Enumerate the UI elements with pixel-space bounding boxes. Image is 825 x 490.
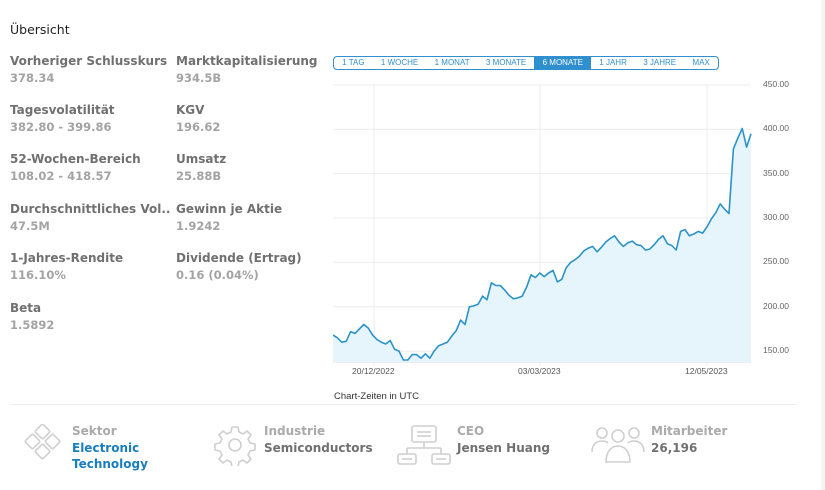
- range-tab-3-months[interactable]: 3 MONATE: [485, 58, 527, 67]
- stat-52-week-range: 52-Wochen-Bereich 108.02 - 418.57: [10, 152, 170, 183]
- range-tab-1-year[interactable]: 1 JAHR: [599, 58, 627, 67]
- range-tab-1-month[interactable]: 1 MONAT: [434, 58, 470, 67]
- section-divider: [10, 404, 797, 405]
- info-label: CEO: [457, 424, 485, 438]
- info-employees: Mitarbeiter 26,196: [591, 424, 727, 466]
- stat-value: 1.9242: [176, 219, 221, 233]
- stat-label: Umsatz: [176, 152, 227, 166]
- stat-label: Durchschnittliches Vol...: [10, 202, 170, 216]
- stat-label: Beta: [10, 301, 42, 315]
- price-area: [333, 128, 751, 362]
- stat-market-cap: Marktkapitalisierung 934.5B: [176, 54, 336, 85]
- stat-value: 116.10%: [10, 268, 66, 282]
- stat-previous-close: Vorheriger Schlusskurs 378.34: [10, 54, 170, 85]
- stat-label: Gewinn je Aktie: [176, 202, 283, 216]
- range-tab-1-week[interactable]: 1 WOCHE: [380, 58, 419, 67]
- gear-icon: [214, 426, 256, 466]
- stat-dividend: Dividende (Ertrag) 0.16 (0.04%): [176, 251, 336, 282]
- range-tab-1-day[interactable]: 1 TAG: [342, 58, 365, 67]
- stat-day-range: Tagesvolatilität 382.80 - 399.86: [10, 103, 170, 134]
- y-tick-label: 400.00: [763, 123, 789, 134]
- price-line: [333, 127, 752, 361]
- y-tick-label: 150.00: [763, 345, 789, 356]
- x-tick-label: 20/12/2022: [352, 366, 395, 376]
- time-range-selector: 1 TAG 1 WOCHE 1 MONAT 3 MONATE 6 MONATE …: [333, 56, 719, 70]
- stat-pe-ratio: KGV 196.62: [176, 103, 336, 134]
- x-tick-label: 03/03/2023: [518, 366, 561, 376]
- stat-1-year-return: 1-Jahres-Rendite 116.10%: [10, 251, 170, 282]
- stat-revenue: Umsatz 25.88B: [176, 152, 336, 183]
- info-sector: Sektor Electronic Technology: [22, 424, 152, 472]
- info-value: Jensen Huang: [457, 441, 550, 455]
- stat-value: 25.88B: [176, 169, 222, 183]
- y-tick-label: 300.00: [763, 212, 789, 223]
- sector-diamond-icon: [24, 424, 61, 460]
- y-tick-label: 450.00: [763, 79, 789, 89]
- stat-label: 1-Jahres-Rendite: [10, 251, 124, 265]
- stat-label: Vorheriger Schlusskurs: [10, 54, 168, 68]
- stat-label: Marktkapitalisierung: [176, 54, 318, 68]
- stat-eps: Gewinn je Aktie 1.9242: [176, 202, 336, 233]
- stat-label: Dividende (Ertrag): [176, 251, 302, 265]
- info-industry: Industrie Semiconductors: [214, 424, 373, 466]
- sector-link[interactable]: Electronic Technology: [72, 441, 148, 471]
- people-icon: [591, 427, 645, 463]
- range-tab-6-months[interactable]: 6 MONATE: [534, 57, 592, 69]
- chart-timezone-note: Chart-Zeiten in UTC: [334, 391, 419, 402]
- org-chart-icon: [397, 425, 451, 465]
- info-label: Mitarbeiter: [651, 424, 728, 438]
- stat-beta: Beta 1.5892: [10, 301, 170, 332]
- stat-value: 382.80 - 399.86: [10, 120, 112, 134]
- x-tick-label: 12/05/2023: [685, 366, 728, 376]
- info-ceo: CEO Jensen Huang: [397, 424, 550, 466]
- y-tick-label: 250.00: [763, 256, 789, 267]
- stat-value: 108.02 - 418.57: [10, 169, 112, 183]
- info-value: Semiconductors: [264, 441, 373, 455]
- info-value: 26,196: [651, 441, 698, 455]
- range-tab-3-years[interactable]: 3 JAHRE: [643, 58, 677, 67]
- stat-value: 1.5892: [10, 318, 55, 332]
- stat-label: KGV: [176, 103, 205, 117]
- info-label: Sektor: [72, 424, 117, 438]
- stat-value: 0.16 (0.04%): [176, 268, 259, 282]
- scrollbar-track[interactable]: [821, 0, 825, 490]
- info-label: Industrie: [264, 424, 326, 438]
- price-chart[interactable]: [333, 78, 825, 378]
- stat-value: 934.5B: [176, 71, 222, 85]
- stat-value: 196.62: [176, 120, 221, 134]
- y-tick-label: 200.00: [763, 300, 789, 311]
- stat-avg-volume: Durchschnittliches Vol... 47.5M: [10, 202, 170, 233]
- stat-value: 378.34: [10, 71, 55, 85]
- page-title: Übersicht: [10, 22, 70, 37]
- stat-value: 47.5M: [10, 219, 50, 233]
- stat-label: 52-Wochen-Bereich: [10, 152, 141, 166]
- range-tab-max[interactable]: MAX: [692, 58, 710, 67]
- stat-label: Tagesvolatilität: [10, 103, 115, 117]
- y-tick-label: 350.00: [763, 167, 789, 178]
